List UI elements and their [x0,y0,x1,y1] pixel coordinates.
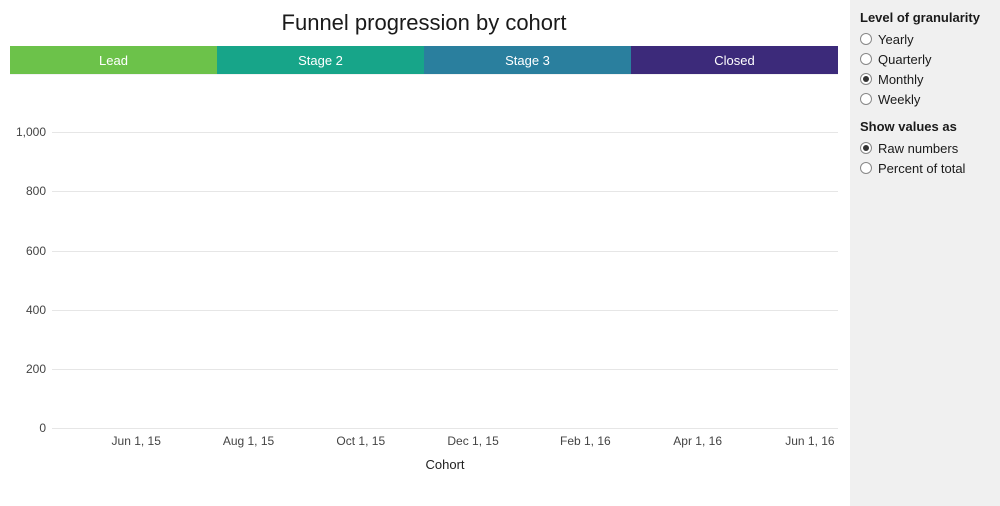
radio-dot-icon [860,93,872,105]
legend: Lead Stage 2 Stage 3 Closed [10,46,838,74]
bar-slot [164,88,220,428]
x-tick-label: Aug 1, 15 [223,434,274,448]
y-axis: 02004006008001,000 [10,88,52,428]
radio-dot-icon [860,53,872,65]
y-tick-label: 200 [26,362,46,376]
y-tick-label: 600 [26,244,46,258]
radio-label: Percent of total [878,161,965,176]
y-tick-label: 800 [26,184,46,198]
grid-line [52,191,838,192]
plot: 0 200 400 600 800 1,000 Cohort Jun 1, 15 Aug 1… [10,80,838,472]
chart-title: Funnel progression by cohort [10,10,838,36]
radio-label: Monthly [878,72,924,87]
x-tick-label: Oct 1, 15 [336,434,385,448]
radio-dot-icon [860,73,872,85]
y-tick-label: 0 [39,421,46,435]
legend-label: Lead [99,53,128,68]
bar-slot [445,88,501,428]
radio-dot-icon [860,142,872,154]
plot-canvas [52,88,838,428]
granularity-heading: Level of granularity [860,10,990,25]
x-axis-title: Cohort [425,457,464,472]
x-tick-label: Feb 1, 16 [560,434,611,448]
grid-line [52,251,838,252]
bar-slot [613,88,669,428]
bar-slot [389,88,445,428]
bar-slot [52,88,108,428]
radio-weekly[interactable]: Weekly [860,89,990,109]
x-tick-label: Jun 1, 16 [785,434,834,448]
grid-line [52,369,838,370]
grid-line [52,132,838,133]
radio-dot-icon [860,33,872,45]
x-tick-label: Jun 1, 15 [112,434,161,448]
legend-stage3[interactable]: Stage 3 [424,46,631,74]
chart-area: Funnel progression by cohort Lead Stage 2… [0,0,850,506]
bars-container [52,88,838,428]
x-tick-label: Apr 1, 16 [673,434,722,448]
x-tick-label: Dec 1, 15 [447,434,498,448]
radio-label: Weekly [878,92,920,107]
legend-stage2[interactable]: Stage 2 [217,46,424,74]
legend-label: Stage 3 [505,53,550,68]
legend-lead[interactable]: Lead [10,46,217,74]
granularity-group: Yearly Quarterly Monthly Weekly [860,29,990,109]
bar-slot [108,88,164,428]
radio-quarterly[interactable]: Quarterly [860,49,990,69]
bar-slot [782,88,838,428]
radio-label: Yearly [878,32,914,47]
legend-closed[interactable]: Closed [631,46,838,74]
radio-raw-numbers[interactable]: Raw numbers [860,138,990,158]
bar-slot [220,88,276,428]
radio-label: Raw numbers [878,141,958,156]
bar-slot [501,88,557,428]
grid-line [52,428,838,429]
grid-line [52,310,838,311]
x-axis: Cohort Jun 1, 15 Aug 1, 15 Oct 1, 15 Dec 1,… [52,430,838,472]
bar-slot [333,88,389,428]
legend-label: Stage 2 [298,53,343,68]
bar-slot [726,88,782,428]
radio-monthly[interactable]: Monthly [860,69,990,89]
radio-yearly[interactable]: Yearly [860,29,990,49]
control-sidebar: Level of granularity Yearly Quarterly Mont… [850,0,1000,506]
radio-label: Quarterly [878,52,931,67]
bar-slot [670,88,726,428]
legend-label: Closed [714,53,754,68]
bar-slot [277,88,333,428]
values-as-heading: Show values as [860,119,990,134]
bar-slot [557,88,613,428]
values-as-group: Raw numbers Percent of total [860,138,990,178]
radio-percent-of-total[interactable]: Percent of total [860,158,990,178]
radio-dot-icon [860,162,872,174]
y-tick-label: 1,000 [16,125,46,139]
y-tick-label: 400 [26,303,46,317]
